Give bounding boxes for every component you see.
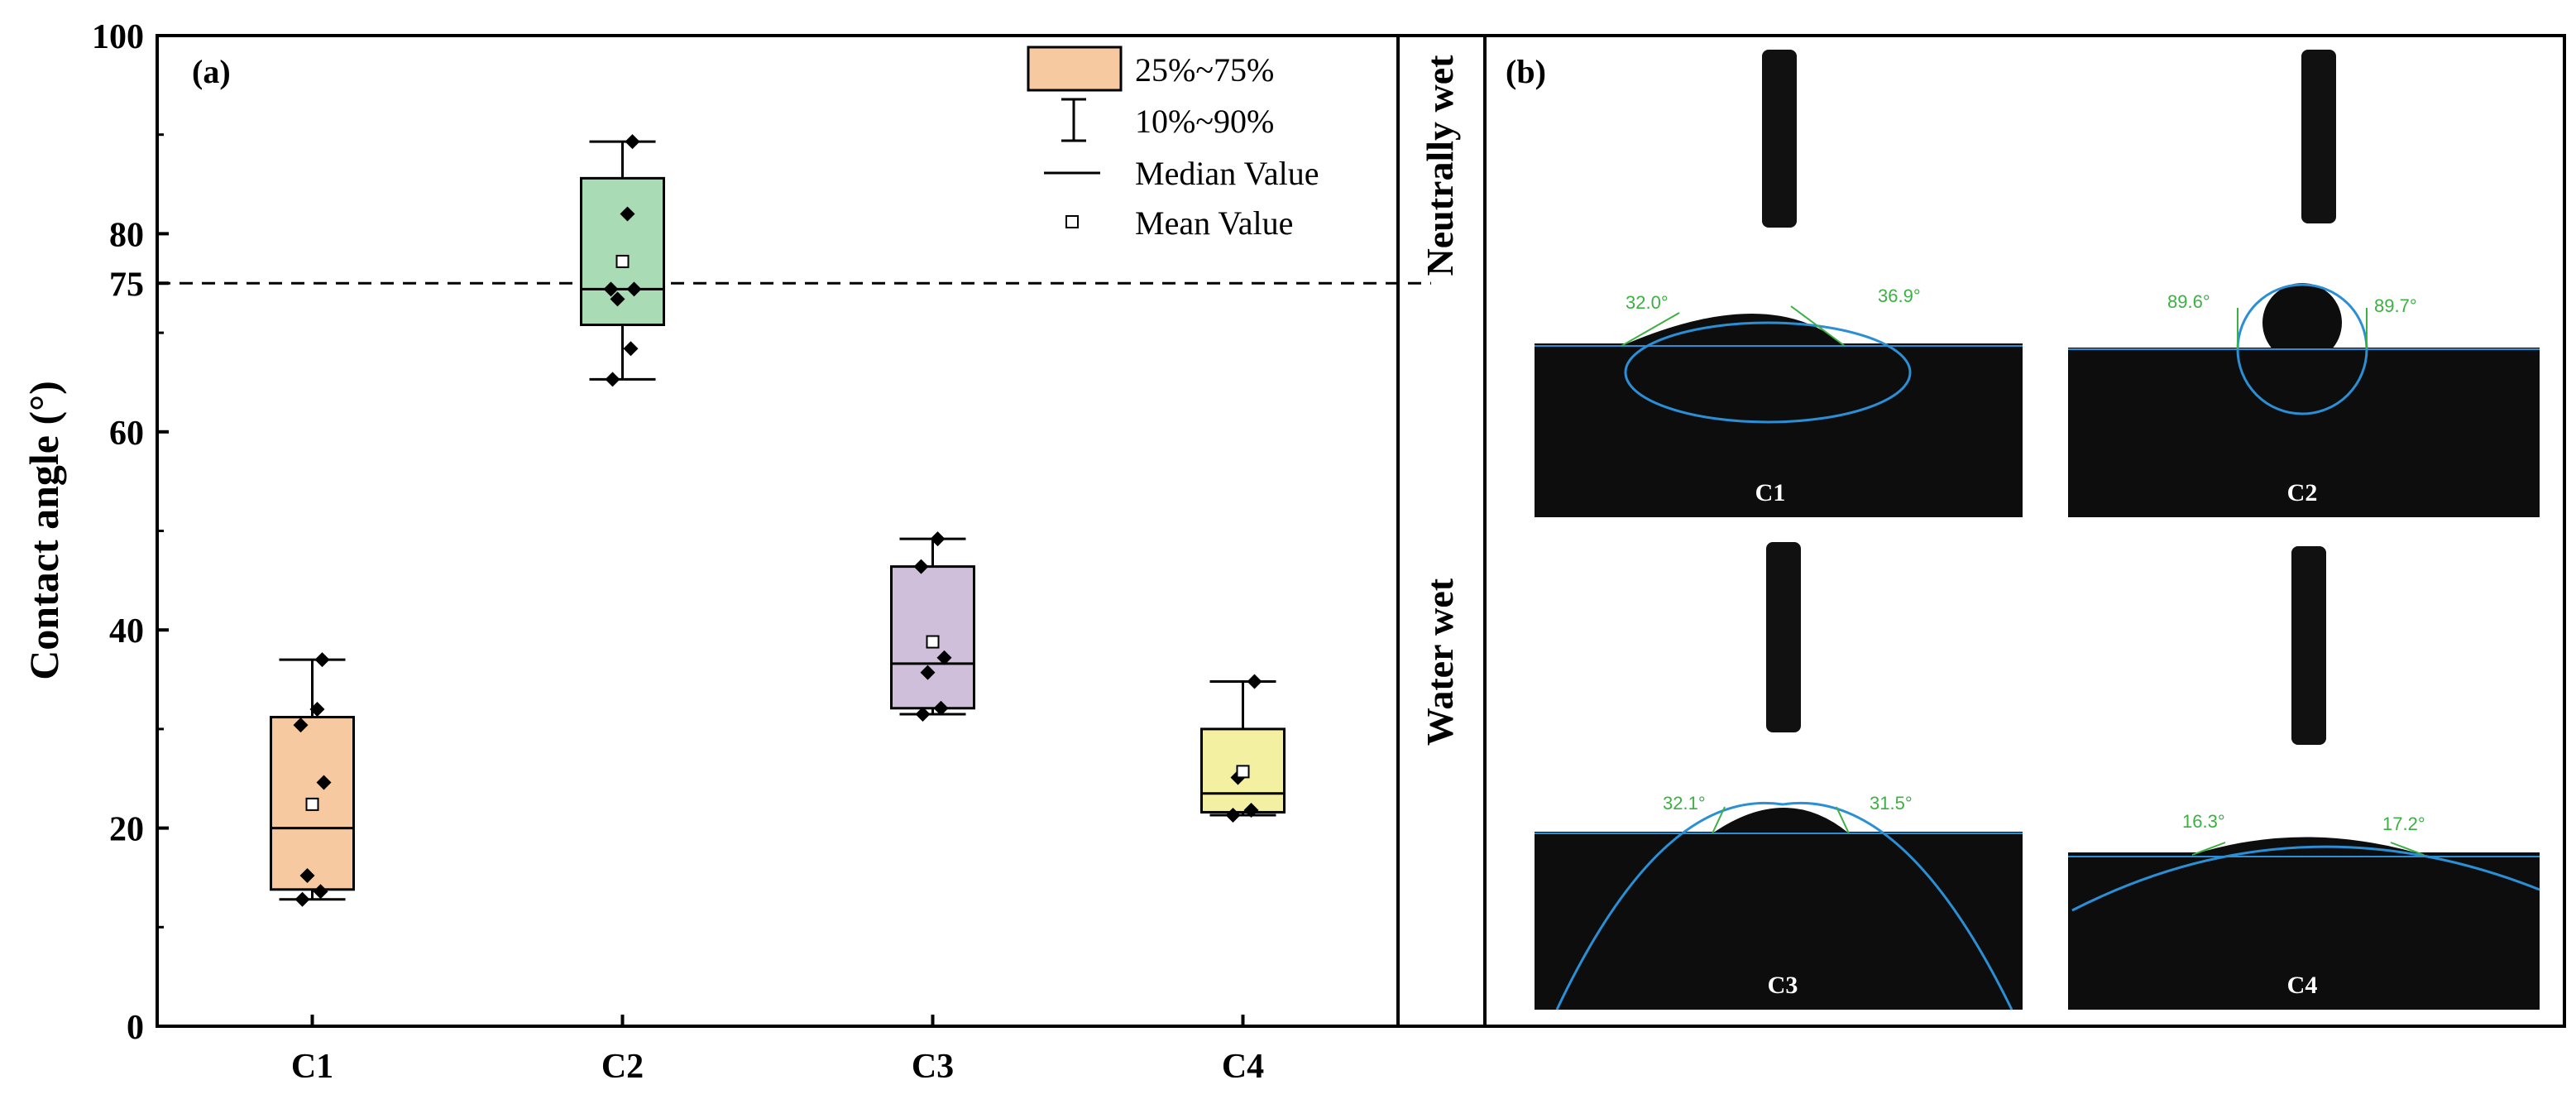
legend-label-iqr: 25%~75% bbox=[1135, 51, 1274, 89]
x-axis-ticks: C1 C2 C3 C4 bbox=[291, 1015, 1264, 1086]
sample-label-c4: C4 bbox=[2287, 972, 2318, 999]
tangent-left bbox=[2191, 842, 2226, 856]
legend-label-whisker: 10%~90% bbox=[1135, 103, 1274, 140]
data-point bbox=[1247, 674, 1262, 689]
box-iqr bbox=[580, 176, 665, 327]
row-label-water-wet: Water wet bbox=[1419, 578, 1461, 746]
sample-label-c2: C2 bbox=[2287, 479, 2318, 506]
box-c4 bbox=[1200, 674, 1286, 823]
y-tick-label: 75 bbox=[109, 266, 144, 304]
mean-marker bbox=[615, 254, 630, 268]
sample-label-c1: C1 bbox=[1755, 479, 1786, 506]
legend-whisker-swatch bbox=[1061, 98, 1086, 142]
y-tick-label: 0 bbox=[127, 1009, 144, 1047]
legend-box-swatch bbox=[1027, 46, 1123, 92]
droplet-image-c4: 16.3° 17.2° C4 bbox=[2068, 546, 2540, 1010]
y-tick-label: 60 bbox=[109, 415, 144, 453]
data-point bbox=[603, 281, 619, 297]
data-point bbox=[933, 700, 949, 716]
panel-b-frame bbox=[1396, 34, 2566, 1028]
y-tick-label: 20 bbox=[109, 811, 144, 849]
data-point bbox=[626, 281, 642, 297]
legend: 25%~75% 10%~90% Median Value Mean Value bbox=[1027, 46, 1319, 242]
droplet bbox=[2262, 283, 2342, 362]
data-point bbox=[930, 531, 946, 547]
data-point bbox=[610, 291, 625, 307]
droplet-image-c2: 89.6° 89.7° C2 bbox=[2068, 50, 2540, 517]
box-c2 bbox=[580, 134, 665, 387]
tangent-right bbox=[2390, 842, 2425, 856]
angle-right-c2: 89.7° bbox=[2374, 295, 2417, 316]
droplet bbox=[1712, 808, 1849, 833]
data-point bbox=[625, 134, 640, 150]
data-point bbox=[313, 884, 328, 900]
angle-left-c3: 32.1° bbox=[1663, 793, 1706, 814]
x-tick-label: C4 bbox=[1222, 1048, 1264, 1086]
photo-background bbox=[1535, 832, 2023, 1010]
x-tick-label: C1 bbox=[291, 1048, 333, 1086]
droplet bbox=[1621, 314, 1845, 346]
y-tick-label: 40 bbox=[109, 612, 144, 650]
photo-background bbox=[1535, 343, 2023, 517]
photo-background bbox=[2068, 348, 2540, 517]
legend-mean-swatch bbox=[1065, 215, 1079, 228]
tangent-right bbox=[1790, 305, 1846, 347]
tangent-right bbox=[1836, 806, 1850, 834]
data-point bbox=[920, 665, 936, 680]
data-point bbox=[936, 650, 952, 665]
panel-b-label: (b) bbox=[1506, 53, 1546, 90]
data-point bbox=[1243, 803, 1259, 818]
tangent-left bbox=[1621, 312, 1680, 347]
legend-label-median: Median Value bbox=[1135, 155, 1319, 192]
data-point bbox=[913, 559, 929, 574]
angle-left-c1: 32.0° bbox=[1626, 292, 1669, 313]
row-label-neutrally-wet: Neutrally wet bbox=[1419, 55, 1461, 276]
data-point bbox=[316, 775, 332, 790]
y-axis-ticks: 0 20 40 60 75 80 100 bbox=[92, 18, 169, 1047]
angle-right-c4: 17.2° bbox=[2382, 814, 2425, 834]
needle bbox=[2301, 50, 2336, 223]
tangent-left bbox=[1712, 806, 1726, 834]
drop-fit-outline bbox=[2071, 845, 2540, 912]
panel-a-label: (a) bbox=[192, 53, 231, 90]
x-tick-label: C2 bbox=[601, 1048, 644, 1086]
box-c1 bbox=[270, 652, 355, 907]
data-point bbox=[620, 206, 635, 222]
droplet-image-c1: 32.0° 36.9° C1 bbox=[1535, 50, 2023, 517]
angle-right-c3: 31.5° bbox=[1870, 793, 1913, 814]
box-c3 bbox=[890, 531, 975, 722]
data-point bbox=[605, 372, 620, 387]
angle-left-c4: 16.3° bbox=[2182, 811, 2225, 832]
y-axis-label: Contact angle (°) bbox=[21, 381, 67, 680]
y-tick-label: 100 bbox=[92, 18, 144, 56]
data-point bbox=[314, 652, 330, 668]
needle bbox=[1766, 542, 1801, 732]
droplet-image-c3: 32.1° 31.5° C3 bbox=[1535, 542, 2023, 1010]
mean-marker bbox=[305, 797, 319, 811]
mean-marker bbox=[1236, 765, 1250, 779]
angle-right-c1: 36.9° bbox=[1878, 286, 1921, 306]
drop-fit-outline bbox=[1555, 801, 2013, 1010]
mean-marker bbox=[926, 635, 940, 649]
data-point bbox=[1225, 808, 1241, 823]
legend-label-mean: Mean Value bbox=[1135, 204, 1293, 242]
sample-label-c3: C3 bbox=[1768, 972, 1798, 999]
data-point bbox=[294, 891, 310, 907]
data-point bbox=[299, 868, 315, 884]
y-tick-label: 80 bbox=[109, 216, 144, 254]
needle bbox=[2291, 546, 2326, 745]
data-point bbox=[915, 706, 931, 722]
drop-fit-outline bbox=[1624, 321, 1912, 424]
angle-left-c2: 89.6° bbox=[2167, 291, 2210, 312]
data-point bbox=[623, 341, 639, 357]
data-point bbox=[293, 718, 309, 733]
data-point bbox=[309, 701, 325, 717]
box-series bbox=[270, 134, 1286, 907]
needle bbox=[1762, 50, 1797, 228]
x-tick-label: C3 bbox=[912, 1048, 954, 1086]
panel-b-images: Neutrally wet Water wet (b) 32.0° 36.9° … bbox=[1396, 34, 2566, 1028]
